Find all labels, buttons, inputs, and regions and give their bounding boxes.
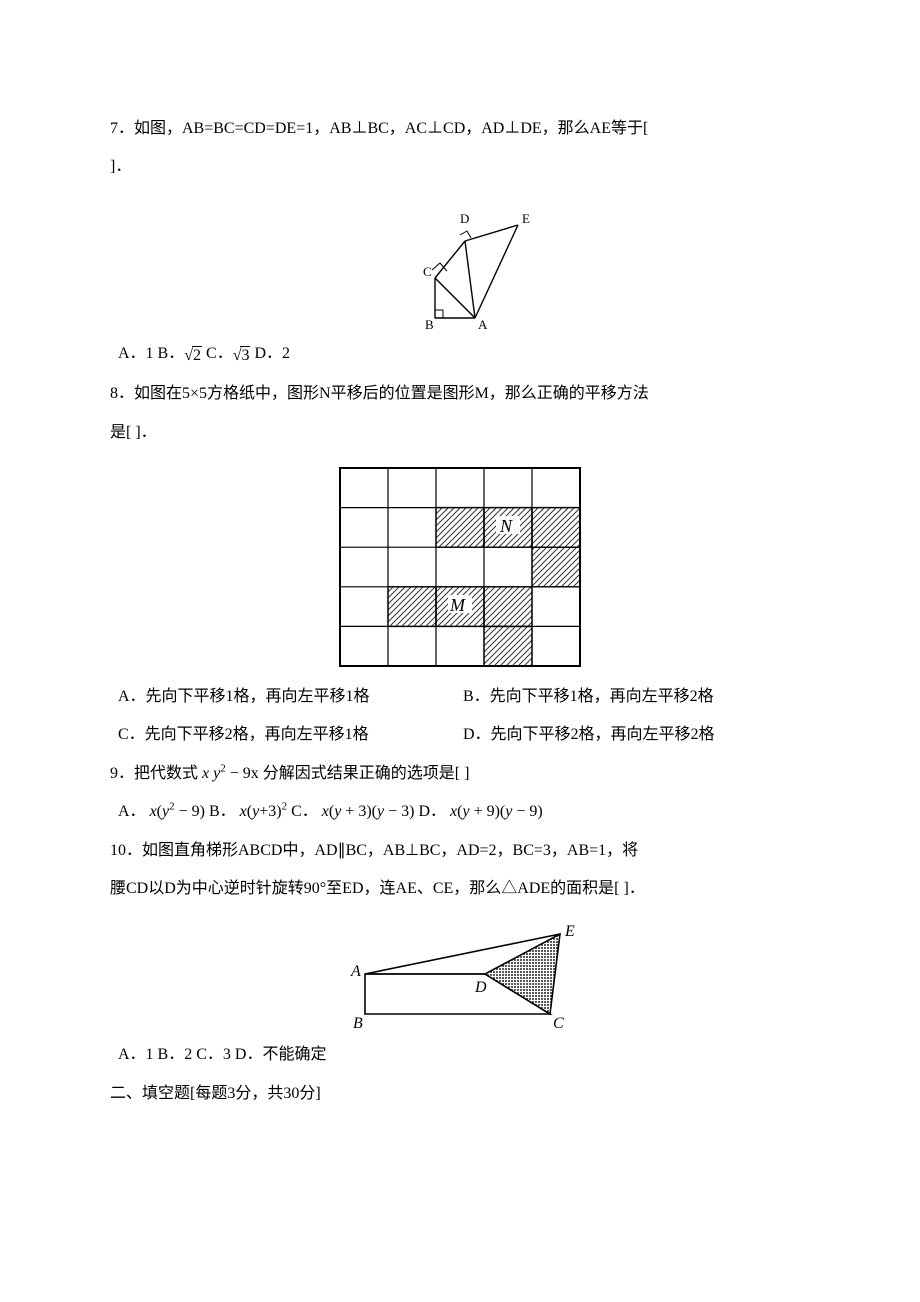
q8-label-M: M [449,595,466,615]
q10-stem-line1: 10．如图直角梯形ABCD中，AD∥BC，AB⊥BC，AD=2，BC=3，AB=… [110,832,810,870]
q9-stem-suffix: 分解因式结果正确的选项是[ ] [263,765,470,782]
q7-label-D: D [460,211,469,226]
q9-stem: 9．把代数式 x y2 − 9x 分解因式结果正确的选项是[ ] [110,755,810,793]
sqrt-icon: √3 [233,337,251,375]
q7-stem-line2: ]． [110,148,810,186]
q8-label-N: N [499,516,513,536]
q7-sqrt3: 3 [240,346,250,364]
q10-label-E: E [564,923,575,940]
q7-opt-mid: C． [202,345,233,362]
q7-sqrt2: 2 [192,346,202,364]
q7-opt-prefix: A．1 B． [118,345,184,362]
q10-options: A．1 B．2 C．3 D．不能确定 [118,1036,810,1074]
q9-optD-label: D． [418,803,446,820]
q10-label-C: C [553,1015,564,1032]
q10-label-A: A [350,963,361,980]
q7-figure: D E C B A [110,193,810,333]
q10-figure: A B C D E [110,914,810,1034]
q8-optD: D．先向下平移2格，再向左平移2格 [463,716,715,754]
q9-sup2: 2 [220,762,226,774]
q7-options: A．1 B．√2 C．√3 D．2 [118,335,810,375]
q9-expr-m9x: − 9x [230,765,263,782]
q10-stem-line2: 腰CD以D为中心逆时针旋转90°至ED，连AE、CE，那么△ADE的面积是[ ]… [110,870,810,908]
q9-optC-label: C． [291,803,318,820]
q8-optA: A．先向下平移1格，再向左平移1格 [118,678,463,716]
q8-optC: C．先向下平移2格，再向左平移1格 [118,716,463,754]
q9-options: A． x(y2 − 9) B． x(y+3)2 C． x(y + 3)(y − … [118,793,810,831]
q7-label-E: E [522,211,530,226]
q8-optB: B．先向下平移1格，再向左平移2格 [463,678,714,716]
q10-label-B: B [353,1015,363,1032]
q8-stem-line1: 8．如图在5×5方格纸中，图形N平移后的位置是图形M，那么正确的平移方法 [110,375,810,413]
q7-label-C: C [423,264,432,279]
q8-options-row2: C．先向下平移2格，再向左平移1格 D．先向下平移2格，再向左平移2格 [118,716,810,754]
q9-stem-prefix: 9．把代数式 [110,765,198,782]
page-root: 7．如图，AB=BC=CD=DE=1，AB⊥BC，AC⊥CD，AD⊥DE，那么A… [0,0,920,1302]
q9-optA-expr: x [150,803,157,820]
q7-label-A: A [478,317,488,332]
q9-optB-label: B． [209,803,236,820]
q10-label-D: D [474,979,487,996]
q8-options-row1: A．先向下平移1格，再向左平移1格 B．先向下平移1格，再向左平移2格 [118,678,810,716]
q8-figure: N M [110,458,810,676]
q8-stem-line2: 是[ ]． [110,414,810,452]
q9-optA-label: A． [118,803,146,820]
q7-opt-suffix: D．2 [250,345,290,362]
sqrt-icon: √2 [184,337,202,375]
q9-expr-xy: x y [202,765,220,782]
q7-stem-line1: 7．如图，AB=BC=CD=DE=1，AB⊥BC，AC⊥CD，AD⊥DE，那么A… [110,110,810,148]
q9-optC-expr: x [322,803,329,820]
q7-label-B: B [425,317,434,332]
q9-optB-expr: x [240,803,247,820]
section2-heading: 二、填空题[每题3分，共30分] [110,1075,810,1113]
